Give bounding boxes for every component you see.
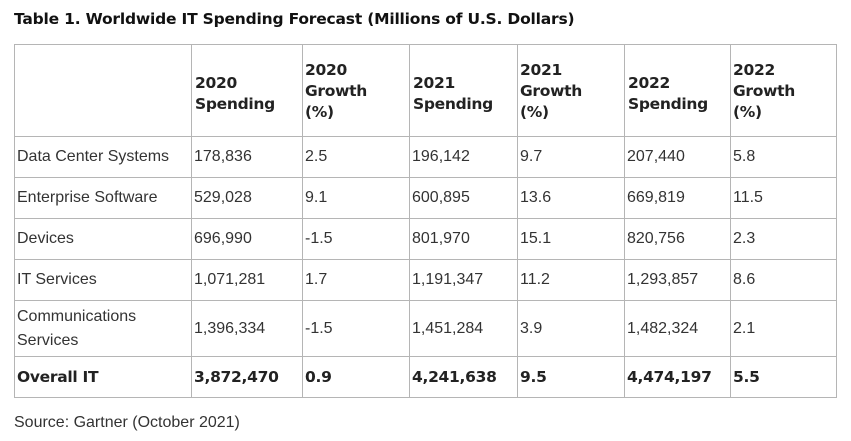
- header-2020-spending: 2020 Spending: [191, 44, 303, 137]
- spending-2021-cell: 196,142: [409, 136, 518, 178]
- header-text-line: Spending: [413, 94, 493, 113]
- growth-2020-cell: -1.5: [302, 300, 410, 357]
- header-text-line: 2022: [733, 60, 775, 79]
- segment-cell: Enterprise Software: [14, 177, 192, 219]
- spending-2021-cell: 600,895: [409, 177, 518, 219]
- spending-2021-cell: 801,970: [409, 218, 518, 260]
- growth-2022-cell: 2.3: [730, 218, 837, 260]
- header-segment-blank: [14, 44, 192, 137]
- growth-2022-cell: 5.8: [730, 136, 837, 178]
- total-growth-2022-cell: 5.5: [730, 356, 837, 398]
- growth-2020-cell: 2.5: [302, 136, 410, 178]
- growth-2021-cell: 9.7: [517, 136, 625, 178]
- header-text-line: 2022: [628, 73, 670, 92]
- spending-2022-cell: 207,440: [624, 136, 731, 178]
- table-row: Enterprise Software 529,028 9.1 600,895 …: [14, 177, 837, 219]
- header-text-line: (%): [520, 102, 549, 121]
- growth-2022-cell: 8.6: [730, 259, 837, 301]
- spending-forecast-table: 2020 Spending 2020 Growth (%) 2021 Spend…: [14, 44, 837, 398]
- spending-2021-cell: 1,191,347: [409, 259, 518, 301]
- total-growth-2020-cell: 0.9: [302, 356, 410, 398]
- spending-2020-cell: 1,396,334: [191, 300, 303, 357]
- spending-2022-cell: 669,819: [624, 177, 731, 219]
- segment-cell: Communications Services: [14, 300, 192, 357]
- table-row: Devices 696,990 -1.5 801,970 15.1 820,75…: [14, 218, 837, 260]
- spending-2020-cell: 1,071,281: [191, 259, 303, 301]
- spending-2020-cell: 529,028: [191, 177, 303, 219]
- header-text-line: 2020: [305, 60, 347, 79]
- header-2021-spending: 2021 Spending: [409, 44, 518, 137]
- table-row: IT Services 1,071,281 1.7 1,191,347 11.2…: [14, 259, 837, 301]
- header-text-line: (%): [305, 102, 334, 121]
- table-row: Data Center Systems 178,836 2.5 196,142 …: [14, 136, 837, 178]
- growth-2022-cell: 2.1: [730, 300, 837, 357]
- spending-2022-cell: 1,482,324: [624, 300, 731, 357]
- total-spending-2022-cell: 4,474,197: [624, 356, 731, 398]
- growth-2022-cell: 11.5: [730, 177, 837, 219]
- header-text-line: Growth: [520, 81, 582, 100]
- growth-2020-cell: 1.7: [302, 259, 410, 301]
- header-2022-growth: 2022 Growth (%): [730, 44, 837, 137]
- spending-2021-cell: 1,451,284: [409, 300, 518, 357]
- header-text-line: Growth: [733, 81, 795, 100]
- header-text-line: Growth: [305, 81, 367, 100]
- growth-2021-cell: 13.6: [517, 177, 625, 219]
- growth-2020-cell: 9.1: [302, 177, 410, 219]
- header-row: 2020 Spending 2020 Growth (%) 2021 Spend…: [14, 44, 837, 137]
- spending-2022-cell: 820,756: [624, 218, 731, 260]
- header-text-line: (%): [733, 102, 762, 121]
- growth-2021-cell: 15.1: [517, 218, 625, 260]
- header-text-line: Spending: [628, 94, 708, 113]
- table-row: Communications Services 1,396,334 -1.5 1…: [14, 300, 837, 357]
- total-row: Overall IT 3,872,470 0.9 4,241,638 9.5 4…: [14, 356, 837, 398]
- header-2020-growth: 2020 Growth (%): [302, 44, 410, 137]
- header-text-line: Spending: [195, 94, 275, 113]
- spending-2022-cell: 1,293,857: [624, 259, 731, 301]
- segment-cell: IT Services: [14, 259, 192, 301]
- header-text-line: 2021: [413, 73, 455, 92]
- table-title: Table 1. Worldwide IT Spending Forecast …: [14, 10, 575, 28]
- header-text-line: 2020: [195, 73, 237, 92]
- header-2022-spending: 2022 Spending: [624, 44, 731, 137]
- total-spending-2021-cell: 4,241,638: [409, 356, 518, 398]
- growth-2020-cell: -1.5: [302, 218, 410, 260]
- source-note: Source: Gartner (October 2021): [14, 414, 240, 431]
- segment-cell: Devices: [14, 218, 192, 260]
- total-growth-2021-cell: 9.5: [517, 356, 625, 398]
- spending-2020-cell: 178,836: [191, 136, 303, 178]
- growth-2021-cell: 11.2: [517, 259, 625, 301]
- segment-cell: Data Center Systems: [14, 136, 192, 178]
- header-2021-growth: 2021 Growth (%): [517, 44, 625, 137]
- growth-2021-cell: 3.9: [517, 300, 625, 357]
- total-spending-2020-cell: 3,872,470: [191, 356, 303, 398]
- total-segment-cell: Overall IT: [14, 356, 192, 398]
- spending-2020-cell: 696,990: [191, 218, 303, 260]
- header-text-line: 2021: [520, 60, 562, 79]
